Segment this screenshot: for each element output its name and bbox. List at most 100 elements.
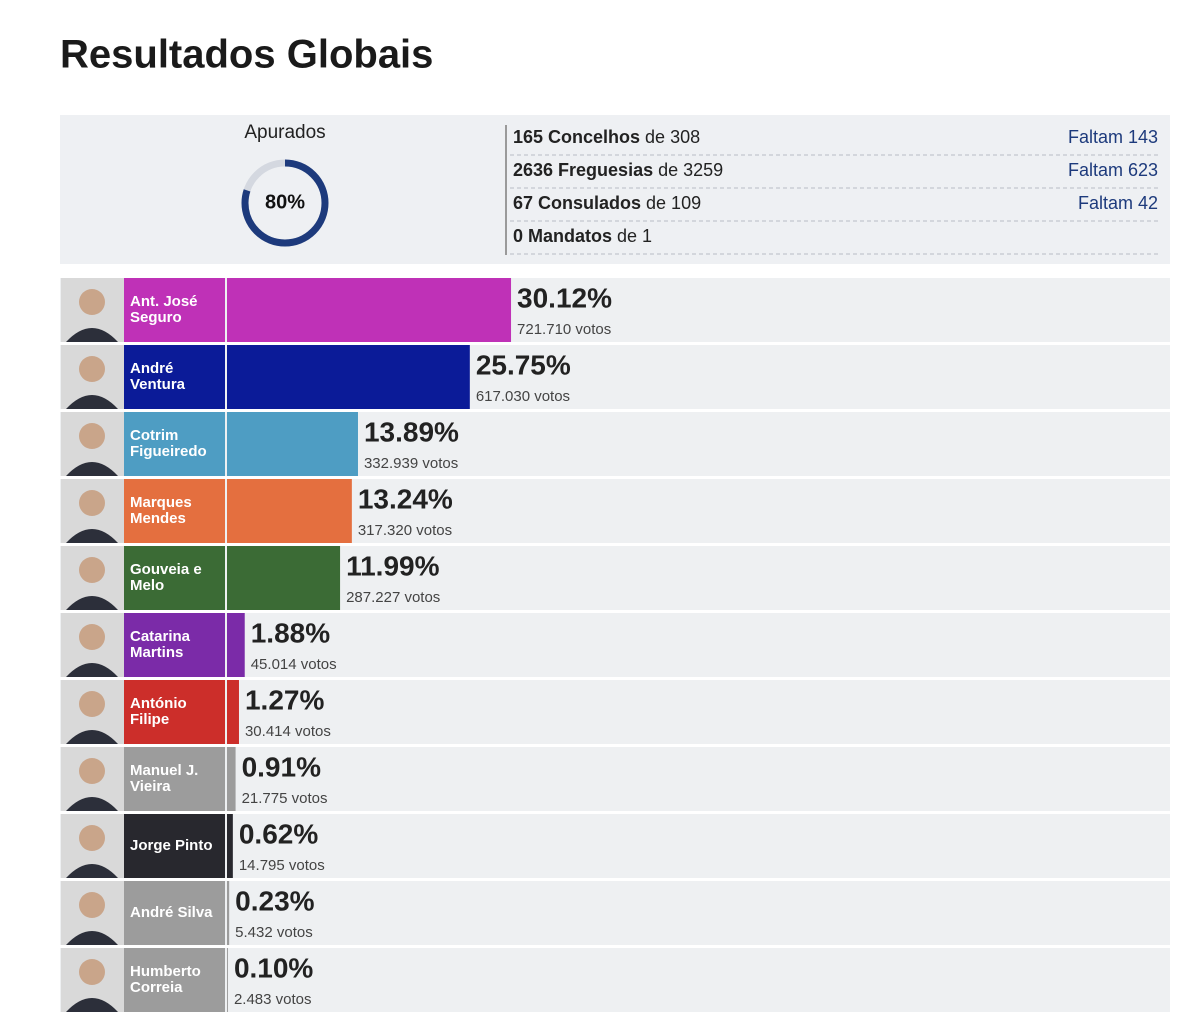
photo-body [66,663,118,677]
candidate-name-box: André Ventura [130,361,185,393]
candidate-name-box: Jorge Pinto [130,837,213,854]
row-background [60,412,1170,476]
photo-head [79,892,105,918]
candidate-name: António Filipe [130,695,187,728]
photo-head [79,825,105,851]
summary-count: 165 Concelhos [513,127,640,147]
bar [227,747,236,811]
summary-row: 0 Mandatos de 1 [513,226,652,246]
bar [227,680,239,744]
bar [227,345,470,409]
candidate-name: André Silva [130,904,213,921]
row-background [60,345,1170,409]
photo-body [66,529,118,543]
photo-body [66,328,118,342]
votes-label: 21.775 votos [242,790,328,807]
bar [227,613,245,677]
summary-row: 165 Concelhos de 308 [513,127,700,147]
row-background [60,948,1170,1012]
bar [227,278,512,342]
summary-label: Apurados [244,122,325,143]
candidate-name: Humberto Correia [130,963,201,996]
summary-total: de 3259 [658,160,723,180]
candidate-name-box: Catarina Martins [130,628,191,661]
photo-head [79,490,105,516]
summary-missing: Faltam 42 [1078,193,1158,213]
value-label: 1.88% [251,617,330,648]
summary-count: 2636 Freguesias [513,160,653,180]
row-background [60,747,1170,811]
candidate-name: Ant. José Seguro [130,293,198,326]
summary-count: 0 Mandatos [513,226,612,246]
photo-head [79,758,105,784]
value-label: 13.24% [358,483,453,514]
candidate-name: Manuel J. Vieira [130,762,199,795]
value-label: 13.89% [364,416,459,447]
progress-label: 80% [265,191,305,213]
photo-head [79,691,105,717]
votes-label: 14.795 votos [239,857,325,874]
photo-body [66,931,118,945]
row-background [60,278,1170,342]
photo-head [79,959,105,985]
value-label: 0.23% [235,885,314,916]
row-background [60,881,1170,945]
candidate-name: Cotrim Figueiredo [130,427,207,460]
votes-label: 287.227 votos [346,589,440,606]
value-label: 30.12% [517,282,612,313]
row-background [60,814,1170,878]
candidate-name-box: Marques Mendes [130,494,192,527]
photo-head [79,557,105,583]
votes-label: 721.710 votos [517,321,611,338]
bar [227,412,358,476]
votes-label: 5.432 votos [235,924,313,941]
candidate-name: Marques Mendes [130,494,192,527]
candidate-name-box: António Filipe [130,695,187,728]
votes-label: 2.483 votos [234,991,312,1008]
candidate-name: Jorge Pinto [130,837,213,854]
value-label: 1.27% [245,684,324,715]
candidate-name-box: Manuel J. Vieira [130,762,199,795]
value-label: 11.99% [346,550,440,581]
candidate-name: Catarina Martins [130,628,191,661]
candidate-name: Gouveia e Melo [130,561,202,594]
summary-count: 67 Consulados [513,193,641,213]
value-label: 25.75% [476,349,571,380]
row-background [60,479,1170,543]
bar [227,546,341,610]
photo-body [66,998,118,1012]
bar [227,814,233,878]
summary-total: de 109 [646,193,701,213]
photo-body [66,596,118,610]
candidate-name-box: Cotrim Figueiredo [130,427,207,460]
bar [227,479,352,543]
candidate-name-box: André Silva [130,904,213,921]
summary-total: de 308 [645,127,700,147]
votes-label: 45.014 votos [251,656,337,673]
votes-label: 332.939 votos [364,455,458,472]
votes-label: 30.414 votos [245,723,331,740]
value-label: 0.10% [234,952,313,983]
votes-label: 617.030 votos [476,388,570,405]
photo-head [79,356,105,382]
candidate-name-box: Humberto Correia [130,963,201,996]
row-background [60,613,1170,677]
summary-row: 2636 Freguesias de 3259 [513,160,723,180]
photo-body [66,797,118,811]
photo-body [66,462,118,476]
candidate-name-box: Ant. José Seguro [130,293,198,326]
photo-body [66,395,118,409]
votes-label: 317.320 votos [358,522,452,539]
bar [227,881,230,945]
row-background [60,546,1170,610]
photo-head [79,624,105,650]
photo-head [79,423,105,449]
page-title: Resultados Globais [60,33,433,77]
bar [227,948,228,1012]
summary-row: 67 Consulados de 109 [513,193,701,213]
progress-arc [241,159,329,247]
value-label: 0.62% [239,818,318,849]
row-background [60,680,1170,744]
photo-head [79,289,105,315]
